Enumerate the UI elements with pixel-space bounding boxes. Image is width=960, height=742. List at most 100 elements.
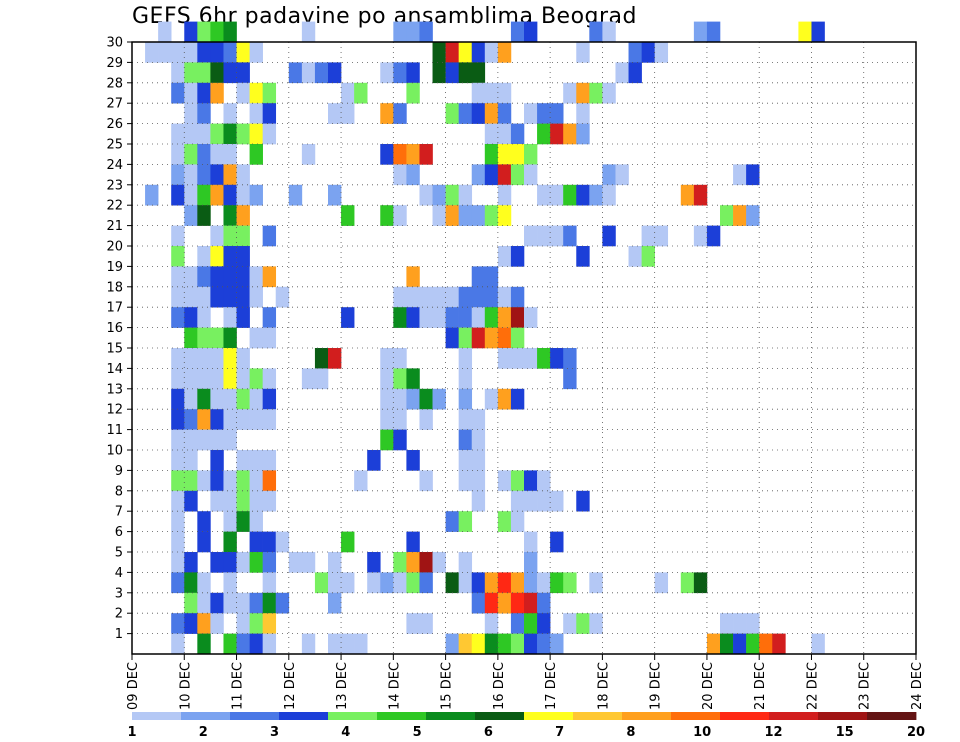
- y-tick-label: 6: [115, 525, 123, 540]
- heatmap-cell: [497, 286, 512, 308]
- heatmap-cell: [314, 62, 329, 84]
- heatmap-cell: [171, 388, 185, 410]
- heatmap-cell: [406, 21, 420, 43]
- heatmap-cell: [510, 164, 525, 186]
- heatmap-cell: [328, 348, 342, 369]
- heatmap-cell: [301, 144, 316, 165]
- heatmap-cell: [184, 286, 198, 308]
- heatmap-cell: [210, 42, 224, 63]
- heatmap-cell: [393, 572, 407, 594]
- heatmap-cell: [210, 123, 224, 145]
- heatmap-cell: [249, 266, 263, 288]
- y-tick-label: 7: [115, 505, 123, 520]
- heatmap-cell: [510, 633, 525, 655]
- y-tick-label: 24: [106, 158, 123, 173]
- heatmap-cell: [171, 123, 185, 145]
- heatmap-cell: [458, 572, 473, 594]
- heatmap-cell: [510, 327, 525, 349]
- heatmap-cell: [197, 368, 211, 390]
- heatmap-cell: [510, 613, 525, 634]
- heatmap-cell: [510, 388, 525, 410]
- heatmap-cell: [720, 633, 734, 655]
- heatmap-cell: [576, 490, 590, 512]
- heatmap-cell: [171, 450, 185, 471]
- heatmap-cell: [563, 613, 577, 634]
- colorbar-swatch: [524, 712, 574, 720]
- heatmap-cell: [223, 388, 237, 410]
- heatmap-cell: [811, 21, 825, 43]
- heatmap-cell: [249, 82, 263, 104]
- heatmap-cell: [445, 327, 459, 349]
- heatmap-cell: [524, 490, 538, 512]
- colorbar: 1 2 3 4 5 6 7 8 10 12 15 20: [127, 712, 925, 740]
- heatmap-cell: [171, 307, 185, 328]
- heatmap-cell: [197, 307, 211, 328]
- heatmap-cell: [197, 429, 211, 451]
- heatmap-cell: [524, 552, 538, 573]
- heatmap-cell: [537, 572, 551, 594]
- colorbar-label: 12: [764, 725, 782, 740]
- heatmap-cell: [262, 531, 277, 553]
- heatmap-cell: [171, 552, 185, 573]
- heatmap-cell: [746, 164, 760, 186]
- heatmap-cell: [262, 409, 277, 430]
- heatmap-cell: [184, 388, 198, 410]
- heatmap-cell: [563, 184, 577, 206]
- heatmap-cell: [236, 225, 250, 247]
- heatmap-cell: [197, 21, 211, 43]
- heatmap-cell: [236, 633, 250, 655]
- colorbar-swatch: [475, 712, 525, 720]
- heatmap-cell: [524, 531, 538, 553]
- x-tick-label: 22 DEC: [805, 662, 820, 710]
- colorbar-swatch: [328, 712, 378, 720]
- heatmap-cell: [184, 205, 198, 226]
- heatmap-cell: [524, 21, 538, 43]
- heatmap-cell: [262, 450, 277, 471]
- heatmap-cell: [184, 42, 198, 63]
- heatmap-cell: [445, 205, 459, 226]
- heatmap-cell: [497, 164, 512, 186]
- heatmap-cell: [249, 592, 263, 614]
- heatmap-cell: [537, 348, 551, 369]
- heatmap-cell: [184, 409, 198, 430]
- heatmap-cell: [484, 633, 499, 655]
- heatmap-cell: [210, 470, 224, 492]
- heatmap-cell: [249, 613, 263, 634]
- heatmap-cell: [445, 633, 459, 655]
- heatmap-cell: [497, 327, 512, 349]
- heatmap-cell: [380, 144, 394, 165]
- heatmap-cell: [484, 123, 499, 145]
- colorbar-swatch: [230, 712, 280, 720]
- heatmap-cell: [550, 348, 564, 369]
- heatmap-cell: [314, 368, 329, 390]
- heatmap-cell: [510, 21, 525, 43]
- heatmap-cell: [576, 123, 590, 145]
- heatmap-cell: [236, 286, 250, 308]
- heatmap-cell: [393, 348, 407, 369]
- heatmap-cell: [380, 205, 394, 226]
- heatmap-cell: [210, 62, 224, 84]
- heatmap-cell: [432, 42, 446, 63]
- heatmap-cell: [406, 286, 420, 308]
- heatmap-cell: [262, 307, 277, 328]
- heatmap-cell: [275, 531, 290, 553]
- heatmap-cell: [354, 82, 368, 104]
- heatmap-cell: [510, 511, 525, 532]
- colorbar-swatch: [132, 712, 182, 720]
- heatmap-cell: [720, 613, 734, 634]
- colorbar-swatch: [573, 712, 623, 720]
- heatmap-cell: [380, 572, 394, 594]
- heatmap-cell: [497, 246, 512, 267]
- heatmap-cell: [236, 246, 250, 267]
- heatmap-cell: [184, 266, 198, 288]
- heatmap-cell: [641, 246, 655, 267]
- y-tick-label: 19: [106, 260, 123, 275]
- heatmap-cell: [236, 307, 250, 328]
- heatmap-cell: [445, 103, 459, 124]
- heatmap-cell: [432, 184, 446, 206]
- heatmap-cell: [236, 184, 250, 206]
- heatmap-cell: [275, 286, 290, 308]
- heatmap-cell: [171, 286, 185, 308]
- heatmap-cell: [406, 266, 420, 288]
